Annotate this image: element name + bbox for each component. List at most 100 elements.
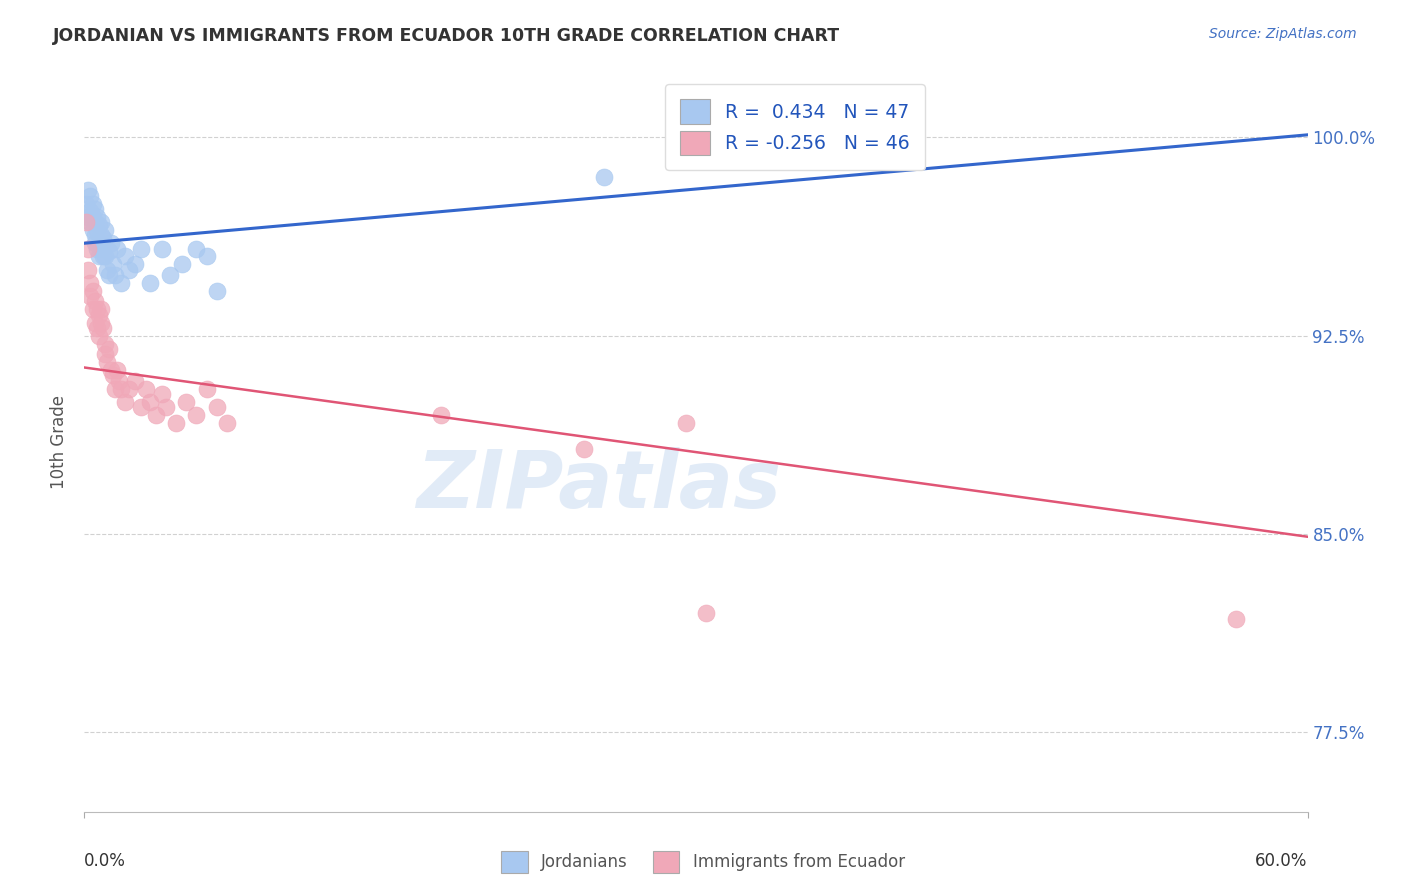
- Point: [124, 257, 146, 271]
- Point: [96, 262, 118, 277]
- Point: [90, 316, 112, 330]
- Point: [82, 302, 104, 317]
- Legend: Jordanians, Immigrants from Ecuador: Jordanians, Immigrants from Ecuador: [495, 845, 911, 880]
- Point: [217, 416, 239, 430]
- Point: [83, 215, 105, 229]
- Point: [77, 183, 100, 197]
- Point: [104, 268, 127, 282]
- Point: [83, 236, 105, 251]
- Point: [101, 257, 124, 271]
- Point: [82, 210, 104, 224]
- Point: [131, 400, 153, 414]
- Point: [87, 236, 110, 251]
- Point: [90, 228, 112, 243]
- Point: [131, 242, 153, 256]
- Point: [77, 210, 100, 224]
- Point: [150, 387, 173, 401]
- Point: [195, 382, 218, 396]
- Point: [77, 262, 100, 277]
- Point: [91, 321, 114, 335]
- Point: [695, 607, 717, 621]
- Point: [100, 236, 122, 251]
- Point: [87, 308, 110, 322]
- Point: [83, 294, 105, 309]
- Point: [79, 204, 101, 219]
- Point: [105, 242, 128, 256]
- Point: [114, 395, 136, 409]
- Point: [155, 400, 177, 414]
- Point: [114, 250, 136, 264]
- Point: [86, 302, 108, 317]
- Point: [186, 408, 208, 422]
- Point: [101, 368, 124, 383]
- Point: [82, 223, 104, 237]
- Point: [91, 231, 114, 245]
- Point: [90, 302, 112, 317]
- Point: [86, 223, 108, 237]
- Point: [87, 328, 110, 343]
- Point: [83, 228, 105, 243]
- Point: [97, 268, 120, 282]
- Point: [93, 223, 115, 237]
- Point: [79, 188, 101, 202]
- Text: 60.0%: 60.0%: [1256, 853, 1308, 871]
- Point: [79, 215, 101, 229]
- Point: [100, 363, 122, 377]
- Point: [83, 316, 105, 330]
- Legend: R =  0.434   N = 47, R = -0.256   N = 46: R = 0.434 N = 47, R = -0.256 N = 46: [665, 85, 925, 170]
- Point: [90, 242, 112, 256]
- Text: ZIPatlas: ZIPatlas: [416, 447, 780, 525]
- Point: [93, 336, 115, 351]
- Point: [138, 395, 160, 409]
- Point: [110, 382, 132, 396]
- Point: [79, 289, 101, 303]
- Point: [695, 130, 717, 145]
- Point: [87, 218, 110, 232]
- Point: [75, 196, 97, 211]
- Point: [79, 276, 101, 290]
- Point: [593, 170, 616, 185]
- Text: JORDANIAN VS IMMIGRANTS FROM ECUADOR 10TH GRADE CORRELATION CHART: JORDANIAN VS IMMIGRANTS FROM ECUADOR 10T…: [53, 27, 841, 45]
- Point: [135, 382, 157, 396]
- Point: [97, 342, 120, 356]
- Point: [205, 284, 228, 298]
- Point: [82, 284, 104, 298]
- Point: [83, 202, 105, 216]
- Point: [172, 257, 194, 271]
- Point: [195, 250, 218, 264]
- Point: [124, 374, 146, 388]
- Point: [93, 250, 115, 264]
- Point: [150, 242, 173, 256]
- Point: [75, 215, 97, 229]
- Point: [118, 262, 141, 277]
- Point: [108, 374, 131, 388]
- Point: [91, 250, 114, 264]
- Point: [86, 321, 108, 335]
- Point: [159, 268, 181, 282]
- Point: [118, 382, 141, 396]
- Point: [77, 242, 100, 256]
- Point: [93, 347, 115, 361]
- Y-axis label: 10th Grade: 10th Grade: [51, 394, 69, 489]
- Point: [104, 382, 127, 396]
- Point: [86, 242, 108, 256]
- Point: [430, 408, 453, 422]
- Point: [1225, 612, 1247, 626]
- Point: [174, 395, 197, 409]
- Point: [97, 244, 120, 259]
- Point: [205, 400, 228, 414]
- Text: 0.0%: 0.0%: [84, 853, 127, 871]
- Point: [110, 276, 132, 290]
- Point: [145, 408, 167, 422]
- Point: [675, 416, 697, 430]
- Point: [138, 276, 160, 290]
- Point: [82, 196, 104, 211]
- Point: [96, 355, 118, 369]
- Point: [186, 242, 208, 256]
- Point: [105, 363, 128, 377]
- Point: [90, 215, 112, 229]
- Point: [87, 250, 110, 264]
- Point: [86, 210, 108, 224]
- Text: Source: ZipAtlas.com: Source: ZipAtlas.com: [1209, 27, 1357, 41]
- Point: [165, 416, 187, 430]
